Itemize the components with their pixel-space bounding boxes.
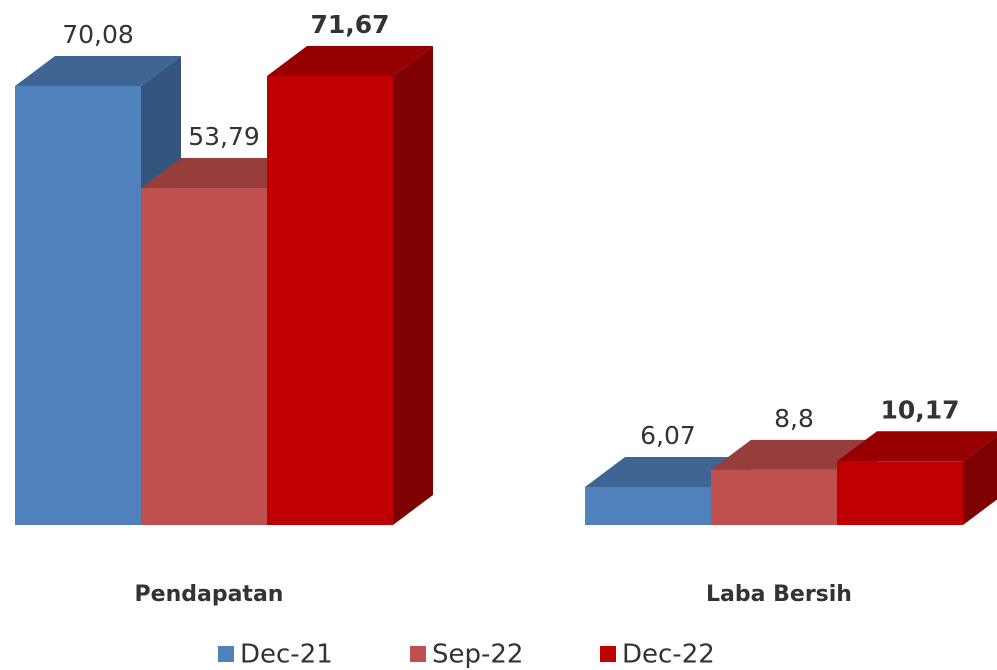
bar [837, 431, 997, 525]
bar-top [141, 158, 307, 189]
bar-top [837, 431, 997, 462]
value-label: 10,17 [880, 395, 959, 424]
category-label: Laba Bersih [706, 582, 852, 607]
bar-side [393, 46, 433, 525]
value-label: 53,79 [188, 122, 260, 151]
legend-swatch [410, 646, 426, 662]
legend-swatch [218, 646, 234, 662]
bar-side [963, 435, 997, 525]
bar-front [837, 461, 963, 525]
bar-front [267, 76, 393, 525]
bar-front [711, 469, 837, 525]
bar-top [711, 439, 877, 470]
value-label: 70,08 [62, 20, 134, 49]
value-label: 8,8 [774, 404, 814, 433]
bar-top [267, 46, 433, 76]
bar-front [15, 85, 141, 526]
value-label: 71,67 [310, 10, 389, 39]
bar-top [15, 55, 181, 86]
legend-swatch [600, 646, 616, 662]
category-label: Pendapatan [135, 582, 284, 607]
legend-label: Dec-21 [240, 640, 333, 670]
value-label: 6,07 [640, 421, 696, 450]
bar [267, 46, 433, 525]
legend-label: Dec-22 [622, 640, 715, 670]
bar-top [585, 456, 751, 487]
bar-front [585, 486, 711, 525]
bar-front [141, 188, 267, 525]
legend-label: Sep-22 [432, 640, 523, 670]
